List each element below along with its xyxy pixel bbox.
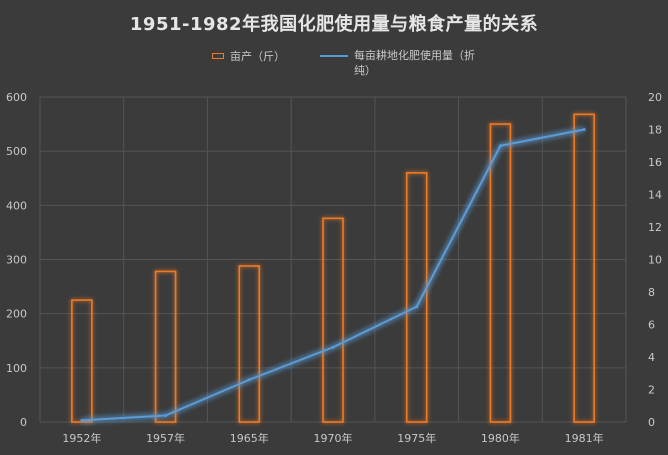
line-point (582, 128, 586, 131)
line-point (415, 305, 419, 309)
x-tick-label: 1970年 (314, 431, 353, 445)
y-right-tick-label: 2 (648, 384, 655, 397)
x-tick-label: 1975年 (397, 431, 436, 445)
line-point (331, 345, 335, 349)
x-tick-label: 1981年 (565, 431, 604, 445)
x-tick-label: 1952年 (62, 431, 101, 445)
y-left-tick-label: 400 (6, 199, 27, 212)
y-left-tick-label: 0 (20, 416, 27, 429)
chart-title: 1951-1982年我国化肥使用量与粮食产量的关系 (129, 14, 539, 35)
legend-swatch-line (320, 55, 348, 57)
line-point (80, 418, 84, 422)
bar (154, 270, 177, 423)
bar (573, 113, 595, 423)
line-point (498, 144, 502, 148)
y-left-tick-label: 500 (6, 145, 27, 158)
y-right-tick-label: 0 (648, 416, 655, 429)
y-left-tick-label: 600 (6, 91, 27, 104)
x-tick-label: 1957年 (146, 431, 185, 445)
bar (71, 299, 93, 423)
line-series (81, 128, 585, 422)
y-right-tick-label: 8 (648, 286, 655, 299)
y-right-tick-label: 18 (648, 124, 662, 137)
legend-swatch-bar (212, 53, 224, 59)
y-right-tick-label: 10 (648, 254, 662, 267)
legend-label-bar: 亩产（斤） (230, 50, 285, 63)
y-right-tick-label: 14 (648, 189, 662, 202)
line-point (164, 414, 168, 417)
bar (489, 123, 512, 423)
y-right-tick-label: 6 (648, 319, 655, 332)
y-left-tick-label: 300 (6, 254, 27, 267)
x-tick-label: 1965年 (230, 431, 269, 445)
bar (405, 172, 428, 423)
x-tick-label: 1980年 (481, 431, 520, 445)
y-right-tick-label: 16 (648, 156, 662, 169)
y-right-tick-label: 4 (648, 351, 655, 364)
y-left-tick-label: 200 (6, 308, 27, 321)
y-right-tick-label: 12 (648, 221, 662, 234)
y-right-tick-label: 20 (648, 91, 662, 104)
line-point (247, 378, 251, 382)
y-left-tick-label: 100 (6, 362, 27, 375)
bar (238, 265, 261, 423)
legend-label-line: 每亩耕地化肥使用量（折纯） (354, 49, 475, 77)
bar (322, 217, 344, 423)
